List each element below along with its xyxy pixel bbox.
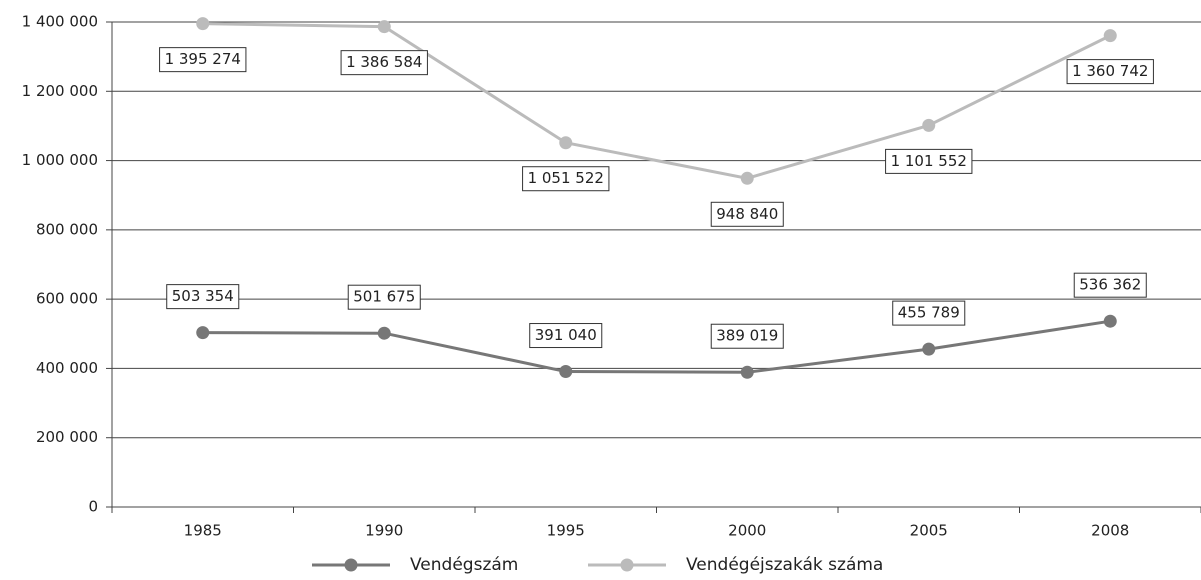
point bbox=[922, 342, 936, 356]
series-line bbox=[202, 22, 1111, 180]
label-box bbox=[710, 201, 784, 227]
data-label: 536 362 bbox=[1079, 276, 1141, 294]
point bbox=[1103, 314, 1117, 328]
data-label: 948 840 bbox=[716, 205, 778, 223]
data-label: 503 354 bbox=[172, 287, 234, 305]
label-box bbox=[166, 284, 240, 310]
data-label: 455 789 bbox=[898, 304, 960, 322]
x-tick-label: 2000 bbox=[728, 522, 766, 540]
label-box bbox=[529, 323, 603, 349]
legend-label: Vendégéjszakák száma bbox=[686, 555, 883, 575]
y-tick-label: 1 200 000 bbox=[22, 82, 98, 100]
y-tick-label: 800 000 bbox=[36, 220, 98, 238]
point bbox=[377, 20, 391, 34]
data-label: 1 360 742 bbox=[1072, 62, 1148, 80]
x-tick-label: 1985 bbox=[184, 522, 222, 540]
data-label: 1 386 584 bbox=[346, 53, 422, 71]
label-box bbox=[885, 148, 973, 174]
data-label: 1 051 522 bbox=[528, 169, 604, 187]
point bbox=[196, 326, 210, 340]
x-tick-label: 1990 bbox=[365, 522, 403, 540]
label-box bbox=[1066, 59, 1154, 85]
legend-marker bbox=[620, 558, 634, 572]
y-tick-label: 400 000 bbox=[36, 359, 98, 377]
point bbox=[559, 136, 573, 150]
y-tick-label: 200 000 bbox=[36, 428, 98, 446]
data-label: 501 675 bbox=[353, 288, 415, 306]
legend-marker bbox=[344, 558, 358, 572]
point bbox=[377, 326, 391, 340]
label-box bbox=[347, 284, 421, 310]
point bbox=[922, 118, 936, 132]
point bbox=[740, 365, 754, 379]
data-label: 1 101 552 bbox=[891, 152, 967, 170]
data-label: 1 395 274 bbox=[165, 50, 241, 68]
y-tick-label: 1 000 000 bbox=[22, 151, 98, 169]
point bbox=[559, 365, 573, 379]
label-box bbox=[522, 166, 610, 192]
x-tick-label: 2005 bbox=[910, 522, 948, 540]
data-label: 391 040 bbox=[535, 326, 597, 344]
data-label: 389 019 bbox=[716, 327, 778, 345]
series-line bbox=[202, 319, 1111, 374]
label-box bbox=[1073, 272, 1147, 298]
legend-label: Vendégszám bbox=[410, 555, 518, 575]
label-box bbox=[340, 50, 428, 76]
y-tick-label: 600 000 bbox=[36, 290, 98, 308]
point bbox=[1103, 29, 1117, 43]
x-tick-label: 1995 bbox=[547, 522, 585, 540]
y-tick-label: 0 bbox=[88, 498, 98, 516]
x-tick-label: 2008 bbox=[1091, 522, 1129, 540]
point bbox=[196, 17, 210, 31]
point bbox=[740, 171, 754, 185]
y-tick-label: 1 400 000 bbox=[22, 13, 98, 31]
label-box bbox=[159, 47, 247, 73]
label-box bbox=[710, 323, 784, 349]
label-box bbox=[892, 300, 966, 326]
